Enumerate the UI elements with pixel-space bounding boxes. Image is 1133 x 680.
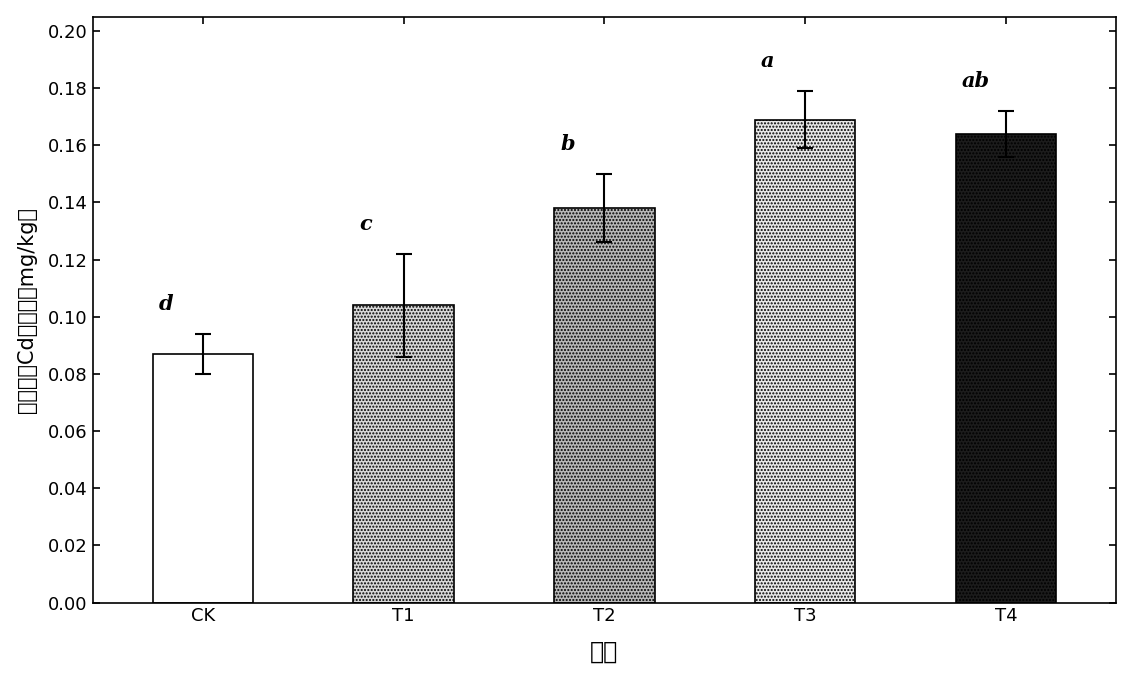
- Bar: [755, 120, 855, 602]
- Text: d: d: [159, 294, 173, 314]
- Text: c: c: [359, 214, 373, 234]
- Text: b: b: [560, 134, 574, 154]
- Bar: [353, 305, 454, 602]
- Bar: [153, 354, 253, 602]
- Text: a: a: [761, 51, 775, 71]
- Bar: [956, 134, 1056, 602]
- Bar: [554, 208, 655, 602]
- Text: ab: ab: [962, 71, 990, 91]
- X-axis label: 处理: 处理: [590, 639, 619, 663]
- Y-axis label: 土壤有效Cd减少量（mg/kg）: 土壤有效Cd减少量（mg/kg）: [17, 207, 36, 413]
